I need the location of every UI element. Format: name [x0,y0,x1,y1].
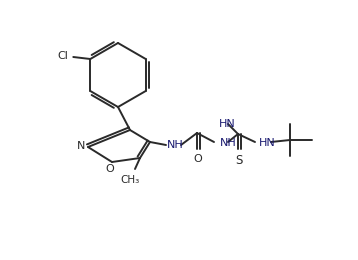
Text: N: N [77,141,85,151]
Text: NH: NH [220,138,237,148]
Text: S: S [235,154,243,167]
Text: CH₃: CH₃ [120,175,140,185]
Text: O: O [194,154,202,164]
Text: Cl: Cl [57,51,68,61]
Text: O: O [106,164,114,174]
Text: NH: NH [166,140,183,150]
Text: HN: HN [259,138,276,148]
Text: HN: HN [219,119,236,129]
